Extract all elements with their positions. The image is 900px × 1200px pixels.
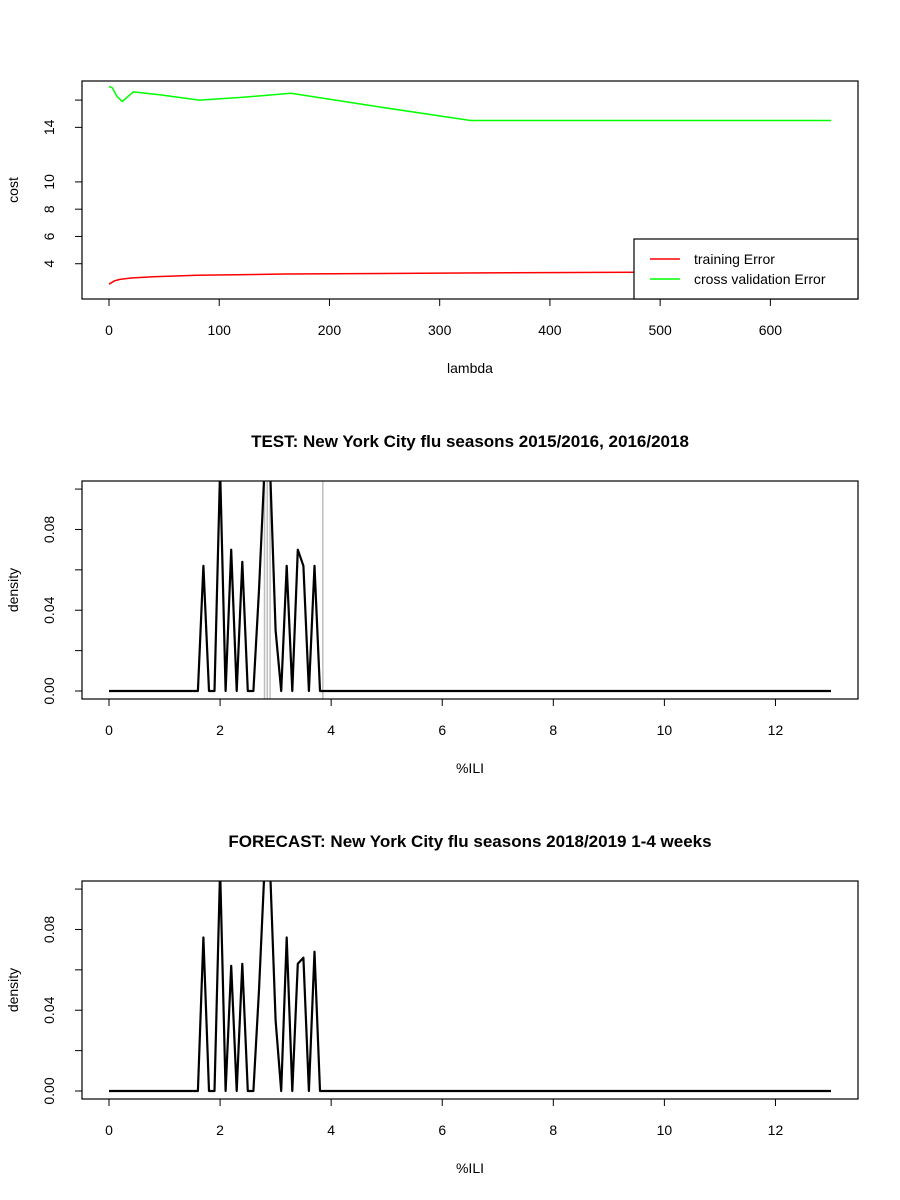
y-axis-label: density xyxy=(5,968,21,1012)
x-tick-label: 10 xyxy=(657,722,673,738)
y-axis: 0.00 0.04 0.08 density xyxy=(5,888,82,1105)
y-axis: 0.00 0.04 0.08 density xyxy=(5,488,82,705)
x-tick-label: 2 xyxy=(216,722,224,738)
test-density-panel: TEST: New York City flu seasons 2015/201… xyxy=(5,432,859,776)
density-line xyxy=(109,481,831,693)
x-tick-label: 12 xyxy=(768,722,784,738)
y-tick-label: 0.04 xyxy=(41,596,57,623)
x-axis: 0 100 200 300 400 500 600 lambda xyxy=(105,298,783,376)
y-tick-label: 10 xyxy=(41,174,57,190)
x-tick-label: 0 xyxy=(105,1122,113,1138)
x-axis: 0 2 4 6 8 10 12 %ILI xyxy=(105,698,784,776)
y-tick-label: 4 xyxy=(41,260,57,268)
forecast-density-panel: FORECAST: New York City flu seasons 2018… xyxy=(5,832,859,1176)
y-tick-label: 14 xyxy=(41,119,57,135)
x-axis: 0 2 4 6 8 10 12 %ILI xyxy=(105,1098,784,1176)
y-tick-label: 0.00 xyxy=(41,1077,57,1104)
x-tick-label: 8 xyxy=(549,1122,557,1138)
y-axis: 4 6 8 10 14 cost xyxy=(5,99,82,268)
chart-title: FORECAST: New York City flu seasons 2018… xyxy=(228,832,711,851)
x-tick-label: 10 xyxy=(657,1122,673,1138)
y-tick-label: 8 xyxy=(41,205,57,213)
x-tick-label: 4 xyxy=(327,722,335,738)
x-tick-label: 200 xyxy=(318,322,342,338)
series-line-training-error xyxy=(108,270,832,285)
x-tick-label: 4 xyxy=(327,1122,335,1138)
legend-label: training Error xyxy=(694,251,775,267)
series-line-cross-validation-error xyxy=(108,85,831,122)
x-axis-label: lambda xyxy=(447,360,493,376)
x-tick-label: 12 xyxy=(768,1122,784,1138)
y-tick-label: 0.00 xyxy=(41,677,57,704)
x-tick-label: 300 xyxy=(428,322,452,338)
x-tick-label: 500 xyxy=(648,322,672,338)
x-tick-label: 100 xyxy=(208,322,232,338)
series-group xyxy=(109,481,831,699)
x-axis-label: %ILI xyxy=(456,760,484,776)
x-tick-label: 0 xyxy=(105,722,113,738)
x-tick-label: 600 xyxy=(759,322,783,338)
x-tick-label: 6 xyxy=(438,1122,446,1138)
series-group xyxy=(109,881,831,1093)
y-tick-label: 0.08 xyxy=(41,516,57,543)
y-axis-label: density xyxy=(5,568,21,612)
legend: training Error cross validation Error xyxy=(633,238,859,300)
series-group xyxy=(108,85,832,285)
density-line xyxy=(109,881,831,1093)
legend-label: cross validation Error xyxy=(694,271,826,287)
x-tick-label: 2 xyxy=(216,1122,224,1138)
x-tick-label: 400 xyxy=(538,322,562,338)
x-tick-label: 6 xyxy=(438,722,446,738)
x-tick-label: 8 xyxy=(549,722,557,738)
y-axis-label: cost xyxy=(5,177,21,203)
cost-vs-lambda-panel: 0 100 200 300 400 500 600 lambda 4 6 8 10 14 cost trai… xyxy=(5,80,859,376)
legend-box xyxy=(633,238,859,300)
y-tick-label: 0.08 xyxy=(41,916,57,943)
chart-title: TEST: New York City flu seasons 2015/201… xyxy=(251,432,689,451)
y-tick-label: 6 xyxy=(41,232,57,240)
y-tick-label: 0.04 xyxy=(41,996,57,1023)
x-tick-label: 0 xyxy=(105,322,113,338)
x-axis-label: %ILI xyxy=(456,1160,484,1176)
